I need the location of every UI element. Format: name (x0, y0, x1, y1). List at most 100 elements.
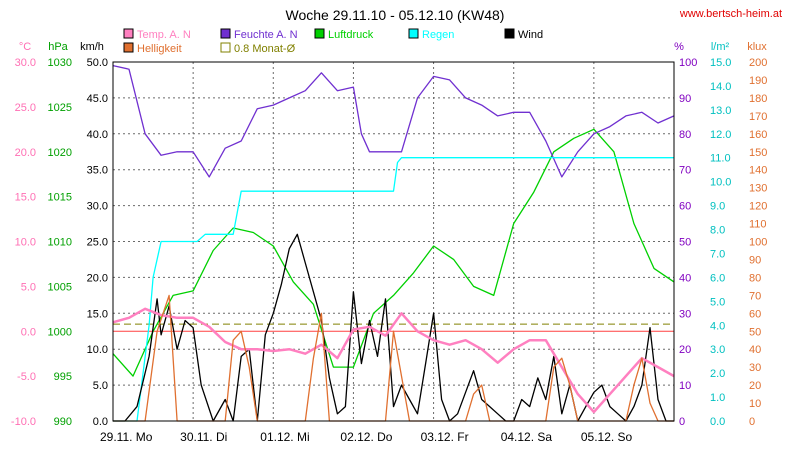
axis-units: °C hPa km/h % l/m² klux (19, 41, 767, 53)
wind-tick-label: 30.0 (87, 201, 108, 213)
temp-tick-label: -10.0 (11, 416, 36, 428)
rain-tick-label: 7.0 (710, 248, 725, 260)
pressure-tick-label: 1010 (48, 237, 72, 249)
pressure-axis-unit: hPa (48, 41, 68, 53)
rain-tick-label: 1.0 (710, 392, 725, 404)
humidity-tick-label: 20 (679, 344, 691, 356)
x-axis-day-label: 02.12. Do (340, 430, 392, 444)
rain-tick-label: 2.0 (710, 368, 725, 380)
wind-tick-label: 0.0 (93, 416, 108, 428)
legend-swatch (408, 28, 419, 39)
wind-tick-label: 40.0 (87, 129, 108, 141)
wind-axis-unit: km/h (80, 41, 104, 53)
chart-series (112, 64, 675, 422)
rain-tick-label: 13.0 (710, 105, 731, 117)
humidity-tick-label: 70 (679, 165, 691, 177)
source-url: www.bertsch-heim.at (679, 8, 782, 20)
brightness-tick-label: 160 (749, 129, 767, 141)
humidity-axis-unit: % (674, 41, 684, 53)
brightness-tick-label: 140 (749, 165, 767, 177)
brightness-tick-label: 60 (749, 308, 761, 320)
temp-axis-unit: °C (19, 41, 31, 53)
legend-label: 0.8 Monat-Ø (234, 43, 296, 55)
brightness-tick-label: 0 (749, 416, 755, 428)
temp-tick-label: 20.0 (15, 147, 36, 159)
temp-tick-label: 10.0 (15, 237, 36, 249)
legend-swatch (123, 42, 134, 53)
wind-series-line (113, 233, 674, 422)
wind-tick-label: 50.0 (87, 57, 108, 69)
temp-tick-label: 0.0 (21, 326, 36, 338)
humidity-tick-label: 40 (679, 272, 691, 284)
rain-tick-label: 0.0 (710, 416, 725, 428)
pressure-series-line (112, 128, 675, 377)
rain-tick-label: 15.0 (710, 57, 731, 69)
legend-swatch (220, 28, 231, 39)
rain-series-line (113, 157, 674, 422)
brightness-tick-label: 170 (749, 111, 767, 123)
legend-label: Helligkeit (137, 43, 182, 55)
x-axis-day-label: 04.12. Sa (501, 430, 553, 444)
brightness-tick-label: 150 (749, 147, 767, 159)
rain-tick-label: 5.0 (710, 296, 725, 308)
x-axis-day-label: 30.11. Di (180, 430, 227, 444)
temp-tick-label: 30.0 (15, 57, 36, 69)
pressure-tick-label: 1000 (48, 326, 72, 338)
rain-tick-label: 4.0 (710, 320, 725, 332)
wind-tick-label: 10.0 (87, 344, 108, 356)
brightness-tick-label: 110 (749, 219, 767, 231)
brightness-tick-label: 120 (749, 201, 767, 213)
x-axis-day-label: 03.12. Fr (421, 430, 469, 444)
humidity-tick-label: 80 (679, 129, 691, 141)
wind-tick-label: 45.0 (87, 93, 108, 105)
chart-title: Woche 29.11.10 - 05.12.10 (KW48) (286, 7, 505, 23)
legend-label: Temp. A. N (137, 29, 191, 41)
wind-tick-label: 5.0 (93, 380, 108, 392)
humidity-series-line (112, 64, 675, 178)
legend-label: Wind (518, 29, 543, 41)
brightness-tick-label: 100 (749, 237, 767, 249)
x-axis-day-label: 05.12. So (581, 430, 633, 444)
legend-label: Luftdruck (328, 29, 374, 41)
pressure-tick-label: 1020 (48, 147, 72, 159)
brightness-tick-label: 70 (749, 290, 761, 302)
rain-tick-label: 3.0 (710, 344, 725, 356)
axis-ticks: -10.0 -5.0 0.0 5.0 10.0 15.0 20.0 25.0 30.0 990 99… (11, 57, 767, 428)
chart-legend: Temp. A. N Feuchte A. N Luftdruck Regen Wind… (123, 28, 543, 55)
legend-swatch (504, 28, 515, 39)
pressure-tick-label: 1005 (48, 281, 72, 293)
brightness-tick-label: 30 (749, 362, 761, 374)
temp-tick-label: 5.0 (21, 281, 36, 293)
rain-tick-label: 6.0 (710, 272, 725, 284)
x-axis-day-label: 29.11. Mo (100, 430, 153, 444)
brightness-tick-label: 190 (749, 75, 767, 87)
rain-tick-label: 8.0 (710, 225, 725, 237)
wind-tick-label: 25.0 (87, 237, 108, 249)
legend-swatch (314, 28, 325, 39)
wind-tick-label: 35.0 (87, 165, 108, 177)
brightness-tick-label: 130 (749, 183, 767, 195)
brightness-tick-label: 40 (749, 344, 761, 356)
wind-tick-label: 20.0 (87, 272, 108, 284)
brightness-tick-label: 50 (749, 326, 761, 338)
humidity-tick-label: 50 (679, 237, 691, 249)
temp-tick-label: 25.0 (15, 102, 36, 114)
humidity-tick-label: 0 (679, 416, 685, 428)
rain-tick-label: 14.0 (710, 81, 731, 93)
rain-tick-label: 9.0 (710, 201, 725, 213)
pressure-tick-label: 1015 (48, 192, 72, 204)
brightness-tick-label: 180 (749, 93, 767, 105)
brightness-tick-label: 20 (749, 380, 761, 392)
rain-tick-label: 11.0 (710, 153, 731, 165)
temp-tick-label: -5.0 (17, 371, 36, 383)
humidity-tick-label: 10 (679, 380, 691, 392)
pressure-tick-label: 990 (54, 416, 72, 428)
pressure-tick-label: 995 (54, 371, 72, 383)
brightness-tick-label: 90 (749, 254, 761, 266)
legend-label: Regen (422, 29, 454, 41)
brightness-tick-label: 80 (749, 272, 761, 284)
legend-swatch (220, 42, 231, 53)
legend-swatch (123, 28, 134, 39)
pressure-tick-label: 1030 (48, 57, 72, 69)
humidity-tick-label: 60 (679, 201, 691, 213)
